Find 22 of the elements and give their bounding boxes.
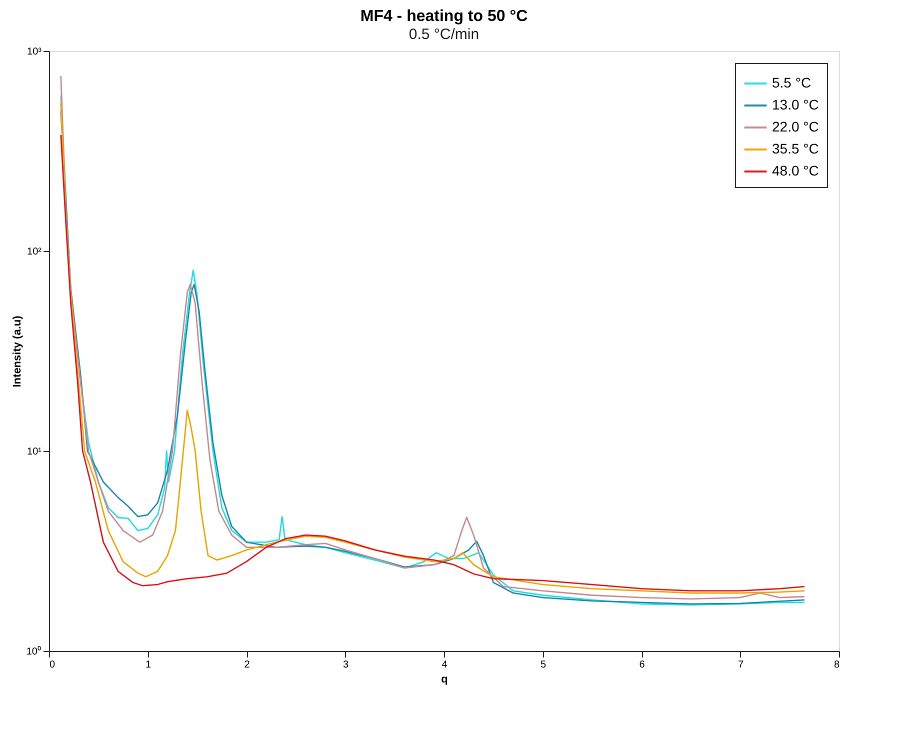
y-axis-title: Intensity (a.u): [11, 315, 24, 388]
legend-label: 13.0 °C: [772, 96, 819, 112]
x-tick-label: 0: [50, 660, 56, 670]
x-tick-label: 4: [442, 660, 448, 670]
chart-subtitle: 0.5 °C/min: [408, 26, 480, 43]
x-tick-label: 3: [342, 660, 349, 670]
y-tick-label: 10²: [27, 246, 42, 258]
legend-label: 5.5 °C: [772, 74, 812, 90]
legend-label: 48.0 °C: [772, 162, 819, 178]
x-tick-label: 5: [540, 660, 546, 670]
x-tick-label: 1: [145, 660, 152, 670]
y-tick-label: 10¹: [27, 446, 42, 458]
chart-title: MF4 - heating to 50 °C: [360, 8, 528, 25]
x-tick-label: 6: [639, 660, 646, 670]
legend-label: 35.5 °C: [772, 140, 819, 156]
x-tick-label: 2: [244, 660, 250, 670]
x-tick-label: 7: [738, 660, 744, 670]
y-tick-label: 10³: [27, 46, 42, 58]
x-tick-label: 8: [834, 660, 840, 670]
legend-label: 22.0 °C: [772, 118, 819, 134]
x-axis-title: q: [441, 674, 448, 686]
y-tick-label: 10⁰: [26, 646, 42, 658]
